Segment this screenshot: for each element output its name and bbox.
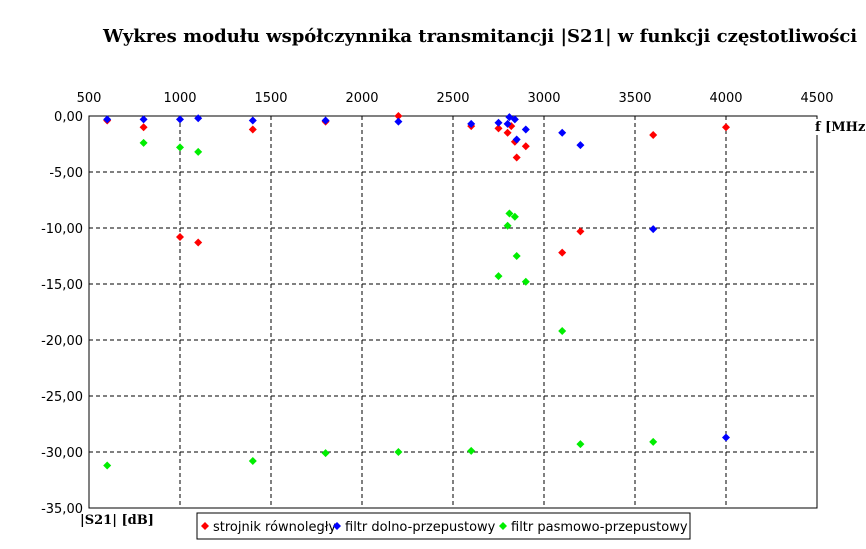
legend: strojnik równoległy filtr dolno-przepusto…	[196, 512, 691, 540]
legend-label: strojnik równoległy	[213, 520, 336, 535]
legend-label: filtr dolno-przepustowy	[345, 520, 496, 535]
legend-marker	[333, 522, 341, 530]
data-point	[512, 252, 521, 260]
data-point	[248, 456, 257, 465]
data-point	[321, 116, 330, 125]
data-point	[505, 209, 514, 218]
data-point	[467, 119, 476, 128]
y-tick-label: -20,00	[41, 334, 83, 349]
legend-marker	[201, 522, 209, 530]
data-point	[503, 221, 512, 230]
data-point	[521, 125, 530, 134]
data-point	[194, 114, 203, 123]
x-tick-label: 3500	[618, 91, 651, 106]
data-point	[139, 138, 148, 147]
y-tick-label: -15,00	[41, 278, 83, 293]
data-point	[558, 128, 567, 137]
data-point	[649, 131, 658, 140]
plot-frame	[88, 115, 818, 509]
data-point	[194, 147, 203, 156]
y-tick-label: -25,00	[41, 390, 83, 405]
grid	[89, 116, 817, 508]
data-point	[503, 128, 512, 137]
data-point	[576, 141, 585, 150]
data-point	[248, 116, 257, 125]
data-point	[176, 143, 184, 152]
x-tick-label: 1500	[254, 91, 287, 106]
data-point	[576, 227, 585, 236]
data-point	[510, 212, 519, 221]
data-point	[521, 142, 530, 151]
data-point	[103, 461, 112, 470]
y-tick-label: -5,00	[49, 166, 83, 181]
data-point	[394, 112, 403, 120]
x-tick-label: 4000	[709, 91, 742, 106]
data-point	[103, 115, 112, 124]
y-tick-label: 0,00	[54, 110, 83, 125]
y-axis-label: |S21| [dB]	[80, 513, 154, 528]
data-point	[176, 232, 184, 241]
data-point	[467, 446, 476, 455]
data-point	[194, 238, 203, 247]
legend-box	[196, 512, 691, 540]
data-point	[576, 440, 585, 449]
data-point	[394, 117, 403, 126]
data-point	[494, 272, 503, 281]
legend-marker	[499, 522, 507, 530]
data-point	[510, 115, 519, 124]
y-tick-label: -35,00	[41, 502, 83, 517]
x-axis-label-background	[812, 119, 866, 135]
data-point	[321, 449, 330, 458]
data-point	[503, 119, 512, 128]
data-point	[512, 153, 521, 162]
y-tick-label: -30,00	[41, 446, 83, 461]
data-point	[139, 115, 148, 124]
data-point	[649, 437, 658, 446]
y-tick-label: -10,00	[41, 222, 83, 237]
x-tick-label: 1000	[163, 91, 196, 106]
x-tick-label: 2000	[345, 91, 378, 106]
data-point	[558, 248, 567, 257]
x-tick-label: 3000	[527, 91, 560, 106]
x-tick-label: 2500	[436, 91, 469, 106]
data-point	[649, 225, 658, 234]
data-point	[722, 433, 730, 442]
legend-label: filtr pasmowo-przepustowy	[511, 520, 688, 535]
data-point	[494, 118, 503, 127]
x-tick-label: 500	[77, 91, 102, 106]
data-point	[558, 327, 567, 336]
data-point	[494, 124, 503, 133]
data-point	[521, 277, 530, 286]
data-point	[394, 448, 403, 456]
data-point	[248, 125, 257, 134]
data-point	[512, 135, 521, 144]
x-tick-label: 4500	[800, 91, 833, 106]
chart-title: Wykres modułu współczynnika transmitancj…	[102, 26, 857, 47]
data-point	[176, 115, 184, 124]
data-points	[103, 112, 730, 470]
x-axis-label: f [MHz]	[815, 120, 866, 135]
data-point	[722, 123, 730, 132]
data-point	[139, 123, 148, 132]
tick-labels: 500 1000 1500 2000 2500 3000 3500 4000 4500 0,00 -…	[41, 91, 833, 517]
